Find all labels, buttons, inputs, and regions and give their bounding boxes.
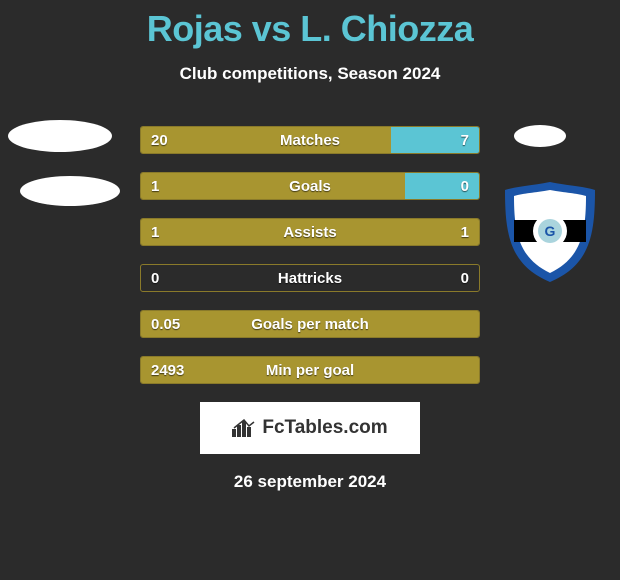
stat-row: 1Goals0 (140, 172, 480, 200)
stat-value-right: 1 (461, 219, 469, 245)
stat-label: Goals per match (141, 311, 479, 337)
subtitle: Club competitions, Season 2024 (0, 64, 620, 84)
stat-label: Hattricks (141, 265, 479, 291)
svg-text:G: G (545, 223, 556, 239)
stat-value-right: 7 (461, 127, 469, 153)
stat-row: 1Assists1 (140, 218, 480, 246)
page-title: Rojas vs L. Chiozza (0, 0, 620, 50)
stat-label: Assists (141, 219, 479, 245)
stat-label: Min per goal (141, 357, 479, 383)
stat-row: 0Hattricks0 (140, 264, 480, 292)
stats-container: 20Matches71Goals01Assists10Hattricks00.0… (140, 126, 480, 384)
date-text: 26 september 2024 (0, 472, 620, 492)
stat-value-right: 0 (461, 265, 469, 291)
team-shape-left-1 (8, 120, 112, 152)
stat-label: Matches (141, 127, 479, 153)
team-shape-left-2 (20, 176, 120, 206)
stat-label: Goals (141, 173, 479, 199)
brand-badge: FcTables.com (200, 402, 420, 454)
team-crest-right: G (500, 180, 600, 284)
team-shape-right-1 (514, 125, 566, 147)
stat-row: 0.05Goals per match (140, 310, 480, 338)
stat-row: 20Matches7 (140, 126, 480, 154)
stat-value-right: 0 (461, 173, 469, 199)
brand-text: FcTables.com (262, 417, 387, 439)
stat-row: 2493Min per goal (140, 356, 480, 384)
